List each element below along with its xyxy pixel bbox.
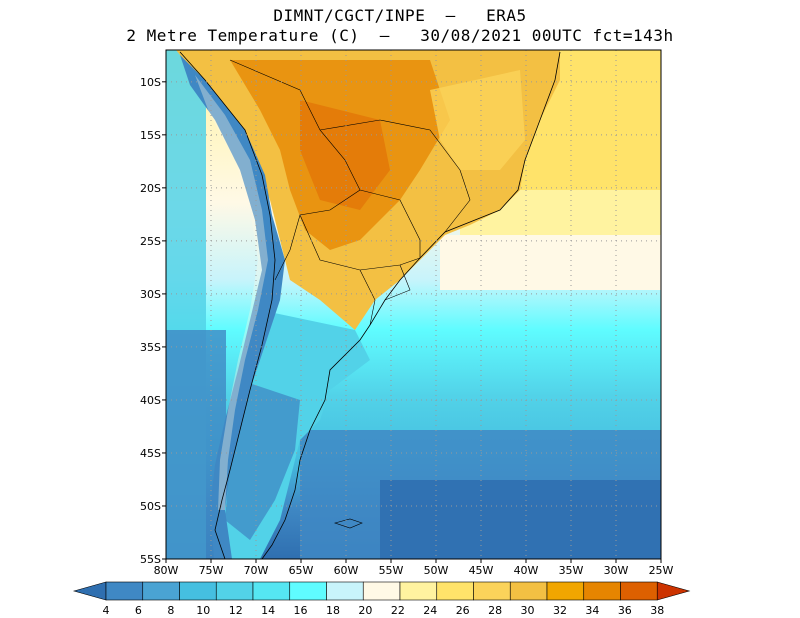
lon-tick-label: 80W xyxy=(154,564,179,577)
colorbar-label: 34 xyxy=(585,604,599,617)
colorbar-swatch xyxy=(215,581,254,601)
lat-tick-label: 35S xyxy=(140,341,161,354)
map-field xyxy=(166,50,661,559)
brazil-plateau xyxy=(430,70,525,170)
colorbar-label: 20 xyxy=(358,604,372,617)
colorbar-swatch xyxy=(546,581,585,601)
lat-tick-label: 15S xyxy=(140,129,161,142)
atlantic-coldest-band xyxy=(380,480,661,559)
colorbar-label: 12 xyxy=(229,604,243,617)
falkland-islands xyxy=(333,518,363,529)
colorbar-label: 26 xyxy=(456,604,470,617)
lon-tick-label: 55W xyxy=(379,564,404,577)
pacific-coastline xyxy=(179,51,276,559)
patagonia-land xyxy=(225,380,300,540)
andes-strip xyxy=(180,55,285,559)
lat-tick-label: 55S xyxy=(140,553,161,566)
colorbar-label: 6 xyxy=(135,604,142,617)
colorbar-swatch xyxy=(583,581,621,601)
colorbar-label: 30 xyxy=(521,604,535,617)
hot-land xyxy=(230,60,450,250)
andes-ridge xyxy=(195,75,268,510)
colorbar-low-arrow xyxy=(72,581,107,601)
latitude-axis: 10S 15S 20S 25S 30S 35S 40S 45S 50S 55S xyxy=(140,76,166,566)
colorbar-swatch xyxy=(436,581,474,601)
colorbar-label: 8 xyxy=(167,604,174,617)
colorbar-label: 10 xyxy=(196,604,210,617)
colorbar-swatch xyxy=(620,581,658,601)
colorbar-label: 36 xyxy=(618,604,632,617)
colorbar-swatch xyxy=(326,581,364,601)
colorbar-label: 4 xyxy=(103,604,110,617)
country-borders xyxy=(229,59,471,326)
colorbar-label: 38 xyxy=(650,604,664,617)
longitude-axis: 80W 75W 70W 65W 60W 55W 50W 45W 40W 35W 30W 25W xyxy=(154,559,674,577)
colorbar-label: 24 xyxy=(423,604,437,617)
lat-tick-label: 25S xyxy=(140,235,161,248)
colorbar-label: 28 xyxy=(488,604,502,617)
lat-tick-label: 20S xyxy=(140,182,161,195)
lon-tick-label: 65W xyxy=(289,564,314,577)
map-title: DIMNT/CGCT/INPE – ERA5 xyxy=(273,6,527,25)
lat-tick-label: 40S xyxy=(140,394,161,407)
colorbar-swatch xyxy=(473,581,511,601)
lon-tick-label: 50W xyxy=(424,564,449,577)
lon-tick-label: 60W xyxy=(334,564,359,577)
lat-tick-label: 45S xyxy=(140,447,161,460)
colorbar-swatch xyxy=(179,581,217,601)
lon-tick-label: 35W xyxy=(559,564,584,577)
colorbar-high-arrow xyxy=(656,581,691,601)
map-subtitle: 2 Metre Temperature (C) – 30/08/2021 00U… xyxy=(126,26,674,45)
lon-tick-label: 30W xyxy=(604,564,629,577)
atlantic-mid-band xyxy=(440,235,661,290)
lon-tick-label: 25W xyxy=(649,564,674,577)
lat-tick-label: 30S xyxy=(140,288,161,301)
colorbar-label: 32 xyxy=(553,604,567,617)
colorbar-swatch xyxy=(252,581,291,601)
colorbar-label: 14 xyxy=(261,604,275,617)
lat-tick-label: 10S xyxy=(140,76,161,89)
lon-tick-label: 40W xyxy=(514,564,539,577)
lon-tick-label: 45W xyxy=(469,564,494,577)
colorbar-swatch xyxy=(509,581,548,601)
colorbar-label: 22 xyxy=(391,604,405,617)
lon-tick-label: 75W xyxy=(199,564,224,577)
colorbar-label: 18 xyxy=(326,604,340,617)
colorbar: 4 6 8 10 12 14 16 18 20 22 24 26 28 30 32 34 36 38 xyxy=(72,581,691,617)
lat-tick-label: 50S xyxy=(140,500,161,513)
colorbar-swatch xyxy=(399,581,438,601)
colorbar-swatch xyxy=(289,581,327,601)
colorbar-swatch xyxy=(105,581,144,601)
colorbar-swatch xyxy=(142,581,180,601)
plot-frame xyxy=(165,49,662,560)
lon-tick-label: 70W xyxy=(244,564,269,577)
colorbar-label: 16 xyxy=(294,604,308,617)
hottest-land xyxy=(300,100,390,210)
colorbar-swatch xyxy=(362,581,401,601)
